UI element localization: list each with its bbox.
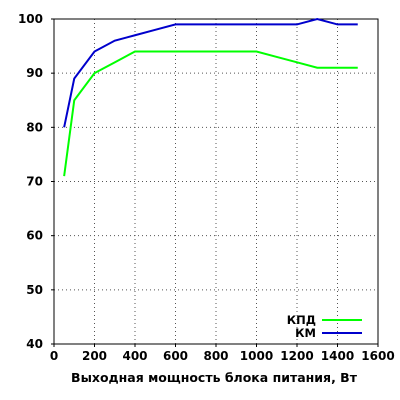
y-tick-label: 40: [26, 337, 43, 351]
x-tick-label: 0: [50, 349, 58, 363]
x-tick-label: 600: [163, 349, 188, 363]
legend-label-2: КМ: [295, 326, 316, 340]
y-axis-ticks: 40 50 60 70 80 90 100: [18, 12, 54, 351]
x-tick-label: 1200: [280, 349, 313, 363]
x-tick-label: 200: [82, 349, 107, 363]
legend-label-1: КПД: [287, 313, 316, 327]
x-tick-label: 1000: [240, 349, 273, 363]
series-layer: [63, 17, 358, 177]
y-tick-label: 80: [26, 120, 43, 134]
x-tick-label: 1400: [321, 349, 354, 363]
x-axis-ticks: 0 200 400 600 800 1000 1200 1400 1600: [50, 344, 395, 363]
x-axis-title: Выходная мощность блока питания, Вт: [71, 370, 358, 385]
x-tick-label: 400: [122, 349, 147, 363]
series-line-2: [63, 17, 358, 128]
x-tick-label: 800: [203, 349, 228, 363]
y-tick-label: 100: [18, 12, 43, 26]
y-tick-label: 90: [26, 66, 43, 80]
y-tick-label: 50: [26, 283, 43, 297]
x-tick-label: 1600: [361, 349, 394, 363]
y-tick-label: 70: [26, 175, 43, 189]
y-tick-label: 60: [26, 229, 43, 243]
series-line-1: [63, 50, 358, 177]
